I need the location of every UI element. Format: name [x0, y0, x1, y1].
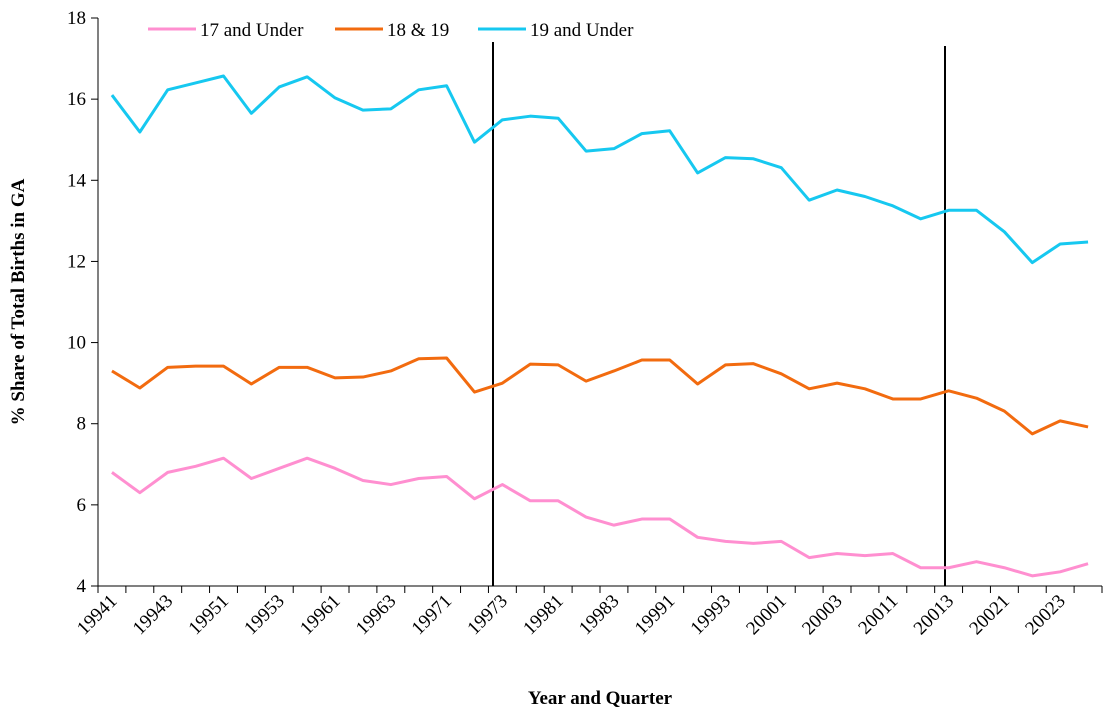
x-tick-label: 19973 — [463, 591, 511, 639]
y-tick-label: 16 — [67, 89, 86, 110]
y-tick-label: 14 — [67, 170, 87, 191]
x-tick-label: 19963 — [352, 591, 400, 639]
x-tick-label: 20001 — [742, 591, 790, 639]
legend-label: 19 and Under — [530, 20, 634, 41]
x-tick-label: 20003 — [798, 591, 846, 639]
legend-label: 17 and Under — [200, 20, 304, 41]
x-tick-label: 19943 — [129, 591, 177, 639]
y-tick-label: 6 — [77, 495, 87, 516]
x-tick-label: 19983 — [575, 591, 623, 639]
y-tick-label: 12 — [67, 251, 86, 272]
y-tick-label: 18 — [67, 8, 86, 29]
y-tick-label: 8 — [77, 414, 87, 435]
y-axis-title: % Share of Total Births in GA — [8, 178, 29, 425]
x-tick-label: 19961 — [296, 591, 344, 639]
x-tick-label: 19981 — [519, 591, 567, 639]
y-tick-label: 10 — [67, 333, 86, 354]
x-tick-label: 20013 — [910, 591, 958, 639]
x-tick-label: 19991 — [631, 591, 679, 639]
legend-label: 18 & 19 — [387, 20, 449, 41]
x-tick-label: 19953 — [240, 591, 288, 639]
x-tick-label: 20023 — [1021, 591, 1069, 639]
x-tick-label: 20011 — [854, 591, 902, 639]
x-tick-label: 19951 — [185, 591, 233, 639]
y-tick-label: 4 — [77, 576, 87, 597]
series-line — [111, 356, 1089, 436]
x-axis-title: Year and Quarter — [528, 688, 673, 709]
series-line — [110, 74, 1089, 265]
x-tick-label: 19993 — [687, 591, 735, 639]
x-tick-label: 19971 — [408, 591, 456, 639]
series-line — [111, 456, 1089, 578]
x-tick-label: 20021 — [965, 591, 1013, 639]
x-tick-label: 19941 — [73, 591, 121, 639]
